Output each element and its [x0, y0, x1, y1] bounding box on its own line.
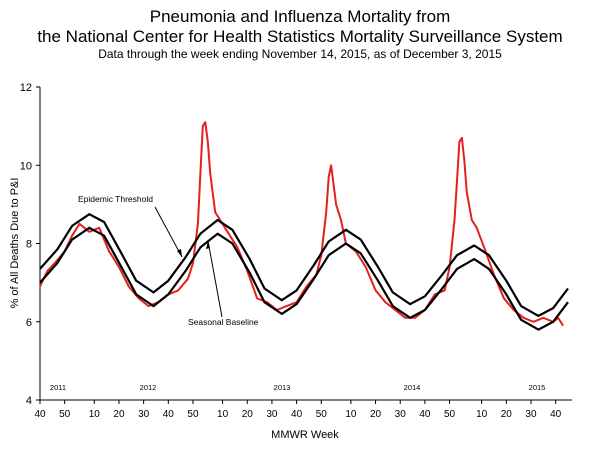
chart-subtitle: Data through the week ending November 14… [98, 47, 502, 61]
year-label: 2015 [529, 383, 546, 392]
x-tick-label: 20 [370, 409, 382, 420]
x-tick-label: 50 [59, 409, 71, 420]
x-tick-label: 50 [187, 409, 199, 420]
x-tick-label: 10 [476, 409, 488, 420]
plot-area: 4 6 8 10 12 40 50 10 20 30 40 50 10 20 30 40 50 10 20 30 40 5… [20, 82, 572, 420]
x-tick-label: 40 [419, 409, 431, 420]
y-tick-label: 6 [26, 317, 32, 329]
annotation: Epidemic Threshold [78, 194, 153, 204]
chart-title: Pneumonia and Influenza Mortality from [150, 7, 451, 26]
x-tick-label: 10 [345, 409, 357, 420]
year-label: 2012 [140, 383, 157, 392]
x-tick-label: 50 [316, 409, 328, 420]
series-line [39, 213, 569, 317]
annotation-arrowhead [206, 241, 210, 249]
x-tick-label: 20 [242, 409, 254, 420]
x-tick-label: 10 [89, 409, 101, 420]
annotation-arrow [207, 240, 223, 318]
x-tick-label: 40 [34, 409, 46, 420]
year-label: 2013 [274, 383, 291, 392]
y-tick-label: 12 [20, 82, 32, 94]
y-tick-label: 4 [26, 395, 32, 407]
series-line [39, 226, 569, 331]
annotation: Seasonal Baseline [188, 317, 259, 327]
y-tick-label: 10 [20, 160, 32, 172]
annotation-arrow [154, 206, 183, 258]
y-axis-label: % of All Deaths Due to P&I [9, 178, 21, 309]
x-tick-label: 30 [395, 409, 407, 420]
x-tick-label: 40 [163, 409, 175, 420]
x-tick-label: 20 [113, 409, 125, 420]
x-tick-label: 40 [550, 409, 562, 420]
chart-title: the National Center for Health Statistic… [37, 27, 562, 46]
x-tick-label: 20 [501, 409, 513, 420]
x-tick-label: 40 [291, 409, 303, 420]
annotation-arrowhead [177, 249, 182, 257]
year-label: 2011 [50, 383, 66, 392]
year-label: 2014 [404, 383, 421, 392]
x-tick-label: 30 [525, 409, 537, 420]
x-axis-label: MMWR Week [271, 429, 339, 441]
y-tick-label: 8 [26, 239, 32, 251]
x-tick-label: 30 [138, 409, 150, 420]
x-tick-label: 30 [266, 409, 278, 420]
x-tick-label: 50 [444, 409, 456, 420]
x-tick-label: 10 [217, 409, 229, 420]
